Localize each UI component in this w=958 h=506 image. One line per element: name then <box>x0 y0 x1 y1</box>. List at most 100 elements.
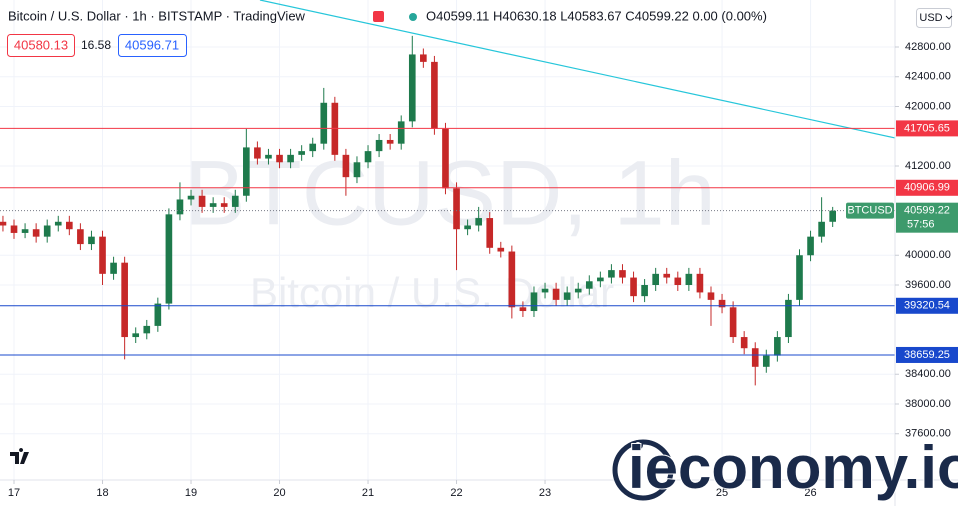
candle-body <box>707 292 715 300</box>
y-tick-label: 42400.00 <box>905 71 951 83</box>
candle-body <box>287 154 294 163</box>
candle-body <box>674 277 682 285</box>
tv-logo-shape <box>10 448 29 464</box>
last-price-label: 40599.22 <box>904 205 950 217</box>
candle-body <box>663 273 671 278</box>
candle-body <box>652 273 659 285</box>
level-label-box <box>896 297 958 314</box>
symbol-title: Bitcoin / U.S. Dollar · 1h · BITSTAMP · … <box>8 8 306 23</box>
dropdown-arrow <box>945 15 953 20</box>
x-tick-label: 21 <box>362 487 374 499</box>
candle-body <box>21 229 29 233</box>
candle-body <box>475 218 482 226</box>
candle-body <box>608 270 615 278</box>
candle-body <box>121 262 128 338</box>
ask-box[interactable] <box>118 34 187 57</box>
y-tick-label: 40000.00 <box>905 249 951 261</box>
currency: USD <box>919 12 942 24</box>
candle-body <box>585 281 593 289</box>
candle-body <box>397 121 405 144</box>
candle-body <box>541 288 549 293</box>
y-tick-label: 41200.00 <box>905 160 951 172</box>
candle-body <box>220 203 228 207</box>
candle-body <box>685 273 693 285</box>
candle-body <box>420 54 427 62</box>
candle-body <box>165 214 173 304</box>
candle-body <box>364 151 372 163</box>
symbol-label: BTCUSD <box>847 205 892 217</box>
candle-body <box>276 154 283 163</box>
candle-body <box>99 236 106 274</box>
candle-body <box>619 270 626 278</box>
x-tick-label: 19 <box>185 487 197 499</box>
candle-body <box>187 195 195 200</box>
candle-body <box>785 299 792 338</box>
trendline <box>259 0 896 139</box>
candle-body <box>796 255 803 300</box>
candle-body <box>464 225 471 230</box>
plot: BTCUSD <box>0 0 896 386</box>
spread: 16.58 <box>81 38 111 52</box>
candle-body <box>309 143 317 152</box>
candle-body <box>641 284 648 297</box>
candle-body <box>807 236 814 256</box>
bid: 40580.13 <box>14 37 68 52</box>
logo-text: ieconomy.io <box>628 434 958 501</box>
y-tick-label: 42800.00 <box>905 41 951 53</box>
x-tick-label: 26 <box>804 487 816 499</box>
candle-body <box>718 299 726 308</box>
candle-body <box>342 154 350 178</box>
level-label-box <box>896 346 958 363</box>
candle-body <box>54 221 62 226</box>
candle-body <box>774 337 781 356</box>
candle-body <box>818 221 825 237</box>
currency-button[interactable] <box>916 8 952 28</box>
countdown: 57:56 <box>907 219 935 231</box>
logo-circle <box>612 439 674 501</box>
axis: 42800.00 42400.00 42000.00 41200.00 40000.00… <box>8 41 958 499</box>
candle-body <box>486 218 494 248</box>
y-tick-label: 38000.00 <box>905 398 951 410</box>
watermark: Bitcoin / U.S. Dollar <box>250 269 614 316</box>
candle-body <box>630 277 637 297</box>
candle-body <box>209 203 217 207</box>
candle-body <box>762 355 770 367</box>
logo: ieconomy.io <box>612 433 958 502</box>
candle-body <box>597 277 604 282</box>
level-label: 40906.99 <box>904 182 950 194</box>
candle-body <box>696 273 704 293</box>
candle-body <box>442 128 449 189</box>
candle-body <box>66 221 73 230</box>
candle-body <box>431 61 438 129</box>
level-label-box <box>896 179 958 196</box>
candle-body <box>110 262 117 274</box>
level-label: 41705.65 <box>904 122 950 134</box>
candle-body <box>508 251 516 308</box>
y-tick-label: 42000.00 <box>905 100 951 112</box>
candle-body <box>32 229 40 237</box>
candle-body <box>231 195 239 207</box>
level-label: 38659.25 <box>904 349 950 361</box>
x-tick-label: 22 <box>450 487 462 499</box>
y-tick-label: 39600.00 <box>905 279 951 291</box>
last-price-box <box>896 202 958 233</box>
candle-body <box>254 147 261 159</box>
status-dot <box>409 13 417 21</box>
watermark: BTCUSD, 1h <box>184 142 716 244</box>
candle-body <box>298 151 305 155</box>
bid-box[interactable] <box>7 34 75 57</box>
y-tick-label: 37600.00 <box>905 428 951 440</box>
candle-body <box>519 307 527 312</box>
candle-body <box>497 247 505 252</box>
candle-body <box>751 348 759 367</box>
level-label: 39320.54 <box>904 300 950 312</box>
level-label-box <box>896 120 958 137</box>
candle-body <box>375 139 383 152</box>
candle-body <box>198 195 206 207</box>
candle-body <box>408 54 416 122</box>
candle-body <box>563 292 571 300</box>
candle-body <box>552 288 560 300</box>
candle-body <box>574 288 582 293</box>
